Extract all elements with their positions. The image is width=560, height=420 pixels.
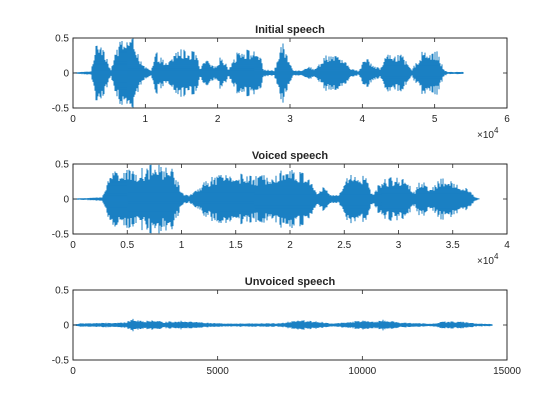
- y-tick-label: 0: [63, 195, 69, 206]
- x-tick-label: 0.5: [120, 240, 134, 251]
- x-tick-label: 4: [504, 240, 510, 251]
- x-exponent-base: ×10: [477, 256, 494, 267]
- x-tick-label: 4: [360, 114, 366, 125]
- y-tick-label: 0.5: [55, 286, 69, 297]
- x-exponent-label: ×104: [477, 126, 499, 141]
- x-tick-label: 3: [287, 114, 293, 125]
- x-tick-label: 1: [143, 114, 149, 125]
- x-tick-label: 15000: [493, 366, 521, 377]
- x-exponent-base: ×10: [477, 130, 494, 141]
- x-exponent-power: 4: [494, 252, 499, 261]
- x-tick-label: 5000: [207, 366, 230, 377]
- x-tick-label: 0: [70, 240, 76, 251]
- x-exponent-power: 4: [494, 126, 499, 135]
- y-tick-label: 0: [63, 69, 69, 80]
- x-tick-label: 1.5: [229, 240, 243, 251]
- x-tick-label: 5: [432, 114, 438, 125]
- x-exponent-label: ×104: [477, 252, 499, 267]
- y-tick-label: 0.5: [55, 160, 69, 171]
- x-tick-label: 10000: [348, 366, 376, 377]
- x-tick-label: 3: [396, 240, 402, 251]
- x-tick-label: 0: [70, 366, 76, 377]
- x-tick-label: 1: [179, 240, 185, 251]
- y-tick-label: 0.5: [55, 34, 69, 45]
- x-tick-label: 2.5: [337, 240, 351, 251]
- y-tick-label: -0.5: [52, 230, 70, 241]
- x-tick-label: 3.5: [446, 240, 460, 251]
- x-tick-label: 0: [70, 114, 76, 125]
- y-tick-label: 0: [63, 321, 69, 332]
- subplot-title: Voiced speech: [252, 150, 328, 162]
- subplot-title: Initial speech: [255, 24, 325, 36]
- x-tick-label: 6: [504, 114, 510, 125]
- y-tick-label: -0.5: [52, 356, 70, 367]
- x-tick-label: 2: [287, 240, 293, 251]
- y-tick-label: -0.5: [52, 104, 70, 115]
- subplot-title: Unvoiced speech: [245, 276, 336, 288]
- x-tick-label: 2: [215, 114, 221, 125]
